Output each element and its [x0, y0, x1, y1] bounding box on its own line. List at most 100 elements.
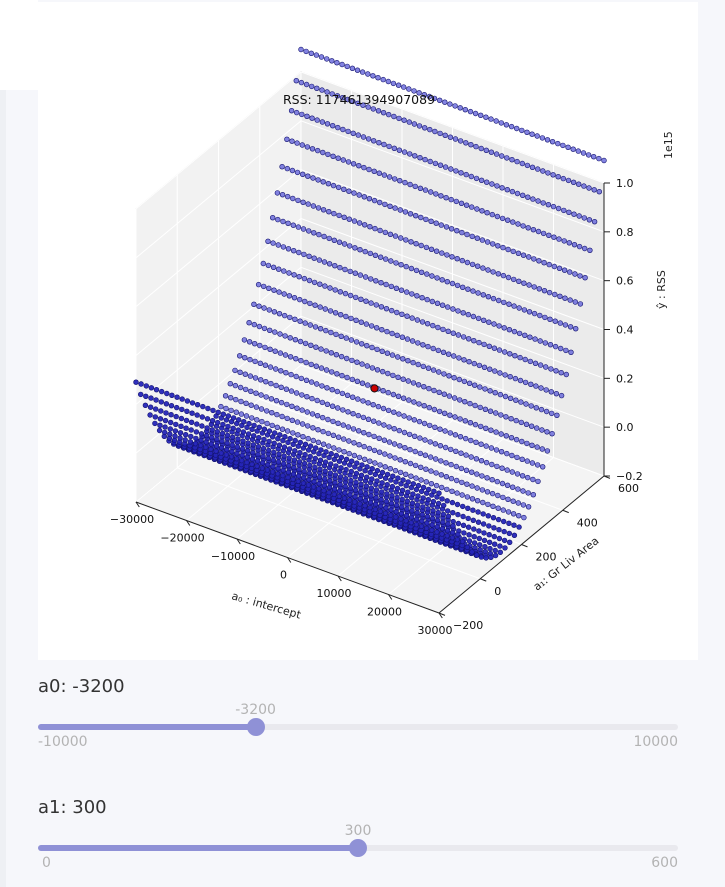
surface-point: [430, 345, 436, 352]
surface-point: [198, 442, 204, 449]
surface-point: [409, 338, 416, 344]
surface-point: [282, 434, 288, 440]
surface-point: [490, 503, 496, 509]
surface-point: [575, 148, 581, 154]
surface-point: [301, 475, 307, 481]
surface-point: [300, 199, 306, 206]
surface-point: [374, 478, 380, 484]
surface-point: [309, 395, 315, 402]
surface-point: [472, 421, 479, 428]
surface-point: [416, 123, 423, 129]
surface-point: [386, 143, 392, 150]
surface-point: [469, 469, 475, 475]
surface-point: [230, 415, 237, 421]
slider-a0-track[interactable]: [38, 718, 678, 736]
surface-point: [320, 179, 326, 185]
surface-point: [514, 158, 520, 165]
surface-point: [374, 467, 381, 474]
surface-point: [310, 175, 316, 181]
surface-point: [312, 455, 318, 462]
surface-point: [277, 432, 283, 438]
surface-point: [482, 406, 489, 412]
surface-point: [296, 473, 302, 479]
surface-point: [444, 527, 451, 534]
surface-point: [558, 370, 564, 376]
surface-point: [557, 293, 563, 299]
surface-point: [427, 454, 434, 460]
surface-point: [389, 492, 395, 499]
surface-point: [513, 436, 520, 443]
slider-a1-handle[interactable]: [349, 839, 367, 857]
surface-point: [436, 408, 443, 415]
surface-point: [314, 381, 320, 387]
surface-point: [361, 430, 367, 436]
surface-point: [302, 340, 309, 347]
slider-a1-track[interactable]: [38, 839, 678, 857]
surface-point: [334, 59, 340, 66]
surface-point: [440, 519, 446, 525]
surface-point: [415, 382, 422, 388]
surface-point: [397, 469, 404, 476]
surface-point: [404, 506, 410, 512]
surface-point: [411, 121, 418, 127]
surface-point: [329, 58, 335, 64]
surface-point: [516, 524, 522, 530]
surface-point: [343, 466, 349, 473]
slider-a0-handle[interactable]: [246, 718, 265, 736]
surface-point: [421, 91, 427, 98]
surface-point: [183, 417, 190, 424]
surface-point: [333, 463, 339, 469]
surface-point: [475, 315, 482, 322]
surface-point: [385, 407, 392, 414]
surface-point: [354, 67, 361, 73]
surface-point: [450, 510, 456, 516]
surface-point: [520, 488, 526, 494]
surface-point: [343, 456, 350, 462]
surface-point: [346, 450, 352, 457]
surface-point: [483, 443, 489, 449]
surface-point: [312, 464, 318, 471]
surface-point: [408, 519, 414, 526]
surface-point: [417, 185, 424, 192]
z-offset-text: 1e15: [662, 131, 675, 159]
surface-point: [349, 458, 355, 464]
surface-point: [486, 523, 492, 529]
surface-point: [496, 526, 502, 533]
surface-point: [454, 536, 461, 543]
surface-point: [359, 69, 366, 75]
surface-point: [553, 391, 560, 397]
surface-point: [540, 168, 546, 174]
surface-point: [441, 391, 447, 397]
surface-point: [317, 457, 324, 463]
surface-point: [285, 469, 292, 475]
surface-point: [213, 443, 220, 449]
surface-point: [481, 341, 487, 348]
surface-point: [542, 340, 548, 346]
surface-point: [307, 453, 313, 460]
surface-point: [568, 349, 574, 355]
surface-point: [374, 346, 380, 353]
surface-point: [325, 430, 331, 437]
surface-point: [418, 477, 424, 483]
surface-point: [499, 215, 506, 222]
surface-point: [342, 266, 348, 273]
surface-point: [470, 507, 476, 513]
surface-point: [506, 520, 512, 526]
surface-point: [478, 112, 484, 119]
surface-point: [492, 368, 498, 374]
surface-point: [504, 450, 510, 457]
surface-point: [325, 416, 331, 423]
surface-point: [254, 417, 260, 423]
surface-point: [315, 147, 321, 154]
surface-point: [462, 106, 468, 113]
surface-point: [370, 73, 376, 79]
surface-point: [192, 441, 199, 447]
surface-point: [265, 462, 271, 468]
surface-point: [328, 350, 334, 356]
surface-point: [229, 442, 236, 448]
surface-point: [362, 497, 369, 504]
surface-point: [476, 535, 482, 542]
surface-point: [487, 545, 493, 552]
surface-point: [328, 329, 334, 336]
surface-point: [437, 426, 443, 432]
